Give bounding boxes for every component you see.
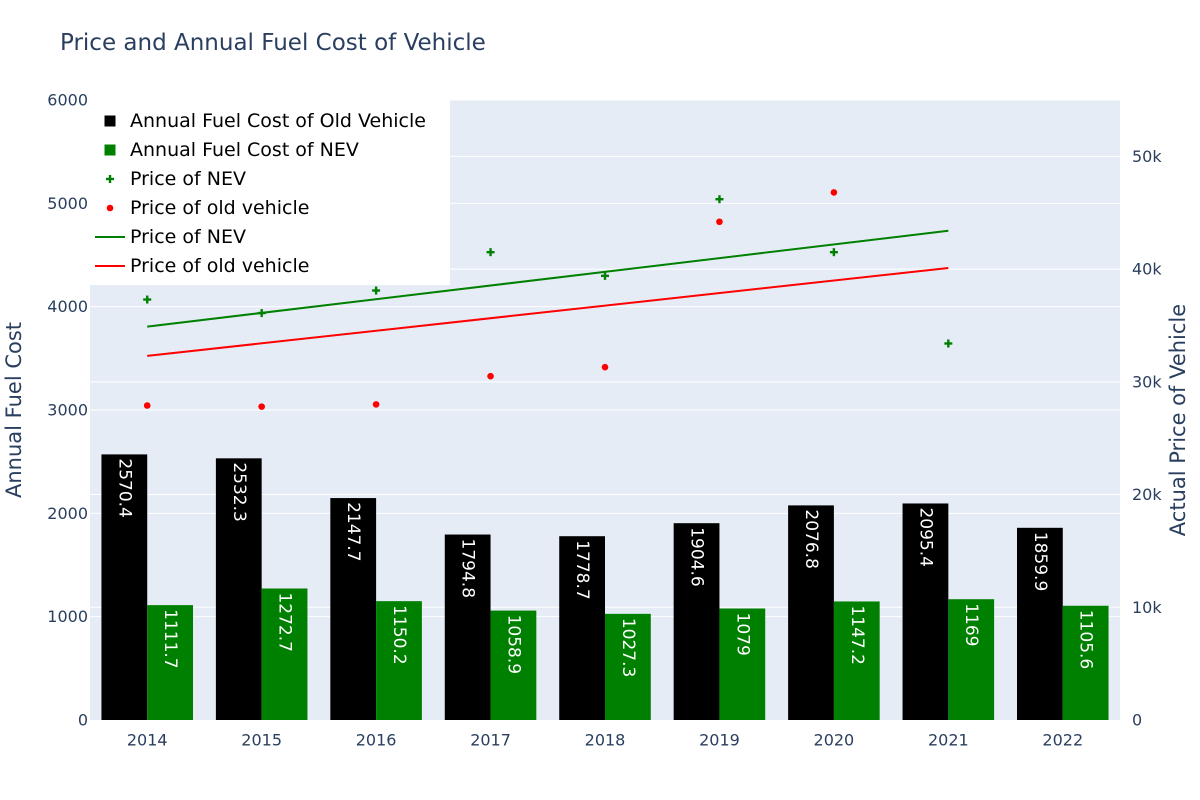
x-tick-label: 2015 (241, 731, 282, 750)
legend-swatch (104, 144, 116, 156)
bar[interactable] (902, 503, 949, 720)
scatter-point[interactable] (829, 248, 838, 257)
scatter-point[interactable] (372, 286, 381, 295)
x-tick-label: 2019 (699, 731, 740, 750)
legend-item-label[interactable]: Price of old vehicle (130, 197, 309, 219)
bar[interactable] (673, 523, 720, 720)
y-right-axis-title: Actual Price of Vehicle (1166, 304, 1190, 536)
legend-swatch (106, 204, 114, 212)
bar[interactable] (376, 601, 422, 720)
legend-item-label[interactable]: Price of old vehicle (130, 255, 309, 277)
bar-data-label: 1058.9 (503, 615, 523, 674)
scatter-points (143, 189, 953, 410)
legend-swatch[interactable] (106, 175, 114, 183)
bar-data-label: 2570.4 (114, 458, 134, 517)
y-right-tick-label: 0 (1132, 711, 1142, 730)
legend[interactable]: Annual Fuel Cost of Old Vehicle Annual Fu… (90, 100, 450, 285)
chart-title: Price and Annual Fuel Cost of Vehicle (60, 30, 486, 56)
y-left-tick-label: 0 (78, 711, 88, 730)
bar-data-label: 1105.6 (1076, 610, 1096, 669)
trend-lines (147, 229, 949, 357)
scatter-point[interactable] (601, 363, 609, 371)
y-right-axis-ticks: 0 10k 20k 30k 40k 50k (1132, 147, 1162, 730)
bar[interactable] (833, 601, 880, 720)
bar[interactable] (719, 608, 766, 720)
bar[interactable] (1017, 527, 1063, 720)
bar-data-label: 2532.3 (229, 462, 249, 521)
scatter-point[interactable] (944, 339, 953, 348)
bar-data-label: 1027.3 (618, 618, 638, 677)
trend-line (147, 229, 949, 328)
legend-item-label[interactable]: Price of NEV (130, 226, 246, 248)
scatter-point[interactable] (716, 218, 723, 226)
scatter-point[interactable] (830, 189, 838, 196)
x-tick-label: 2017 (470, 731, 511, 750)
x-axis-ticks: 2014 2015 2016 2017 2018 2019 2020 2021 2022 (127, 731, 1083, 750)
bar-data-label: 1904.6 (687, 527, 707, 586)
y-left-tick-label: 5000 (47, 194, 88, 213)
y-right-tick-label: 40k (1132, 260, 1162, 279)
bar[interactable] (490, 610, 537, 720)
x-tick-label: 2018 (585, 731, 626, 750)
y-left-tick-label: 6000 (47, 91, 88, 110)
bar-data-label: 2147.7 (343, 502, 363, 561)
x-tick-label: 2016 (356, 731, 397, 750)
y-left-axis-title: Annual Fuel Cost (2, 322, 26, 498)
y-right-tick-label: 30k (1132, 372, 1162, 391)
bar-data-label: 1111.7 (160, 609, 180, 668)
scatter-point[interactable] (257, 309, 266, 318)
scatter-point[interactable] (715, 195, 724, 204)
y-right-tick-label: 10k (1132, 598, 1162, 617)
y-left-tick-label: 4000 (47, 297, 88, 316)
bar[interactable] (147, 605, 193, 720)
y-left-tick-label: 1000 (47, 607, 88, 626)
trend-line (147, 266, 949, 357)
scatter-point[interactable] (143, 295, 152, 304)
y-right-tick-label: 20k (1132, 485, 1162, 504)
legend-item-label[interactable]: Annual Fuel Cost of NEV (130, 139, 359, 161)
legend-swatch (104, 115, 116, 127)
x-tick-label: 2014 (127, 731, 168, 750)
bar-data-label: 1778.7 (572, 540, 592, 599)
legend-background (90, 100, 450, 285)
bar-data-label: 1169 (961, 603, 981, 646)
bar[interactable] (215, 458, 262, 720)
bar-data-label: 1079 (732, 613, 752, 656)
scatter-point[interactable] (372, 401, 380, 408)
bar[interactable] (788, 505, 834, 720)
bar[interactable] (330, 498, 377, 720)
y-left-axis-ticks: 0 1000 2000 3000 4000 5000 6000 (47, 91, 88, 730)
bar-data-label: 1150.2 (389, 605, 409, 664)
bar-data-label: 1859.9 (1030, 532, 1050, 591)
bar[interactable] (261, 588, 308, 720)
legend-item-label[interactable]: Annual Fuel Cost of Old Vehicle (130, 110, 426, 132)
y-left-tick-label: 2000 (47, 504, 88, 523)
scatter-point[interactable] (143, 402, 151, 409)
x-tick-label: 2020 (814, 731, 855, 750)
y-left-tick-label: 3000 (47, 401, 88, 420)
bar-data-label: 1794.8 (458, 539, 478, 598)
bar-data-label: 2076.8 (801, 509, 821, 568)
x-tick-label: 2022 (1042, 731, 1083, 750)
scatter-point[interactable] (601, 271, 609, 280)
bar-data-label: 1147.2 (847, 605, 867, 664)
bar[interactable] (559, 536, 605, 720)
bar[interactable] (1062, 605, 1109, 720)
bar[interactable] (444, 534, 491, 720)
bar[interactable] (101, 454, 148, 720)
scatter-point[interactable] (486, 248, 495, 257)
bar-data-label: 1272.7 (275, 592, 295, 651)
x-tick-label: 2021 (928, 731, 969, 750)
bar[interactable] (605, 613, 651, 720)
scatter-point[interactable] (487, 372, 494, 380)
bar-labels: 2570.4 2532.3 2147.7 1794.8 1778.7 1904.6 2076… (114, 458, 1095, 677)
bars (101, 454, 1109, 720)
bar[interactable] (948, 599, 995, 720)
y-right-tick-label: 50k (1132, 147, 1162, 166)
legend-item-label[interactable]: Price of NEV (130, 168, 246, 190)
bar-data-label: 2095.4 (915, 507, 935, 566)
scatter-point[interactable] (258, 403, 265, 410)
